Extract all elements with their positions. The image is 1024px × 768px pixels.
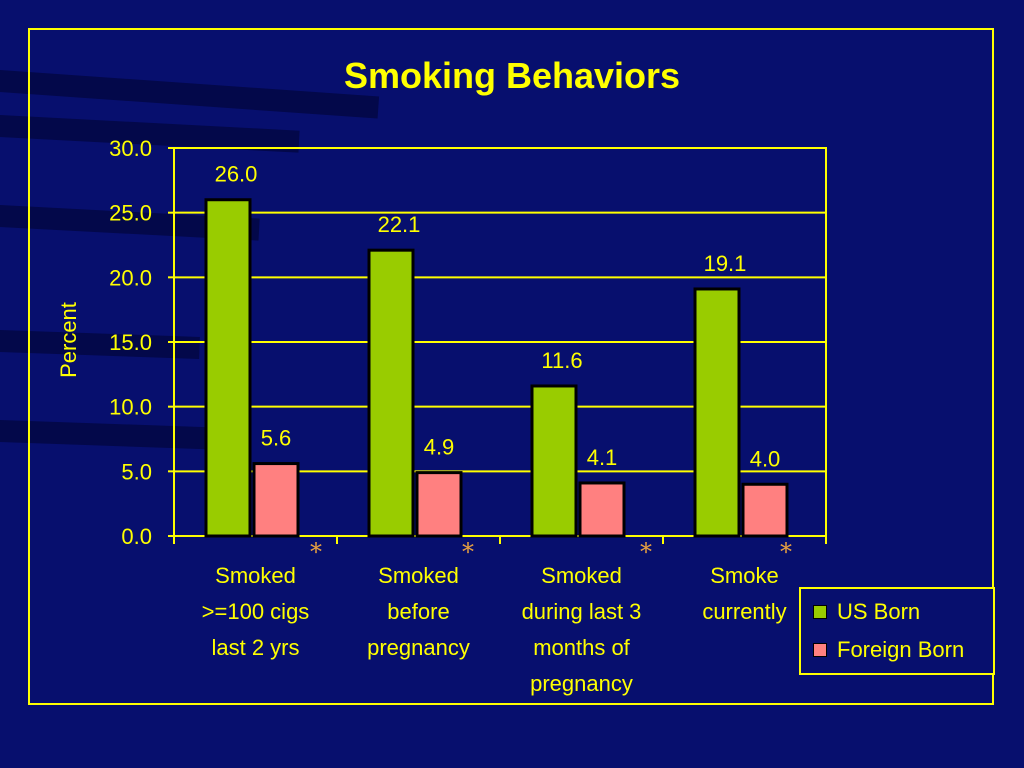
legend-swatch-foreign-born	[813, 643, 827, 657]
bar-us-born	[530, 384, 578, 538]
y-tick-label: 15.0	[109, 330, 152, 355]
y-axis-label: Percent	[56, 302, 81, 378]
bar-us-born	[693, 287, 741, 538]
data-label: 5.6	[261, 426, 292, 451]
significance-asterisk: *	[310, 538, 322, 566]
bar-foreign-born	[415, 471, 463, 538]
data-label: 11.6	[541, 348, 582, 373]
bar-foreign-born	[741, 482, 789, 538]
legend: US Born Foreign Born	[799, 587, 995, 675]
x-category-label-line: pregnancy	[367, 635, 470, 660]
bar-foreign-born	[578, 481, 626, 538]
x-category-label-line: before	[387, 599, 450, 624]
x-category-label-line: Smoke	[710, 563, 779, 588]
x-category-label-line: during last 3	[521, 599, 642, 624]
data-label: 4.0	[750, 446, 781, 471]
bar-us-born	[367, 248, 415, 538]
significance-asterisk: *	[640, 538, 652, 566]
data-label: 19.1	[704, 251, 747, 276]
legend-label: Foreign Born	[837, 637, 965, 662]
y-tick-label: 10.0	[109, 395, 152, 420]
x-category-label-line: Smoked	[378, 563, 459, 588]
significance-asterisk: *	[780, 538, 792, 566]
data-label: 4.1	[587, 445, 618, 470]
legend-item-foreign-born: Foreign Born	[813, 635, 964, 665]
y-tick-label: 30.0	[109, 136, 152, 161]
x-category-label-line: Smoked	[215, 563, 296, 588]
chart-title: Smoking Behaviors	[343, 55, 681, 96]
data-label: 26.0	[215, 162, 258, 187]
bar-us-born	[204, 198, 252, 538]
bar-foreign-born	[252, 462, 300, 538]
y-tick-label: 5.0	[121, 459, 152, 484]
x-category-label-line: last 2 yrs	[211, 635, 300, 660]
data-label: 4.9	[424, 435, 455, 460]
data-label: 22.1	[378, 212, 421, 237]
x-category-label: Smoked during last 3 months of pregnancy	[507, 558, 657, 702]
significance-asterisk: *	[462, 538, 474, 566]
x-category-label: Smoke currently	[670, 558, 820, 630]
legend-swatch-us-born	[813, 605, 827, 619]
x-category-label-line: pregnancy	[530, 671, 633, 696]
x-category-label-line: months of	[533, 635, 630, 660]
y-tick-label: 0.0	[121, 524, 152, 549]
x-category-label: Smoked >=100 cigs last 2 yrs	[181, 558, 331, 666]
x-category-label-line: currently	[702, 599, 787, 624]
x-category-label-line: >=100 cigs	[201, 599, 310, 624]
y-tick-label: 20.0	[109, 265, 152, 290]
y-tick-label: 25.0	[109, 201, 152, 226]
legend-label: US Born	[837, 599, 921, 624]
x-category-label-line: Smoked	[541, 563, 622, 588]
slide-frame	[28, 28, 994, 705]
legend-item-us-born: US Born	[813, 597, 920, 627]
x-category-label: Smoked before pregnancy	[344, 558, 494, 666]
